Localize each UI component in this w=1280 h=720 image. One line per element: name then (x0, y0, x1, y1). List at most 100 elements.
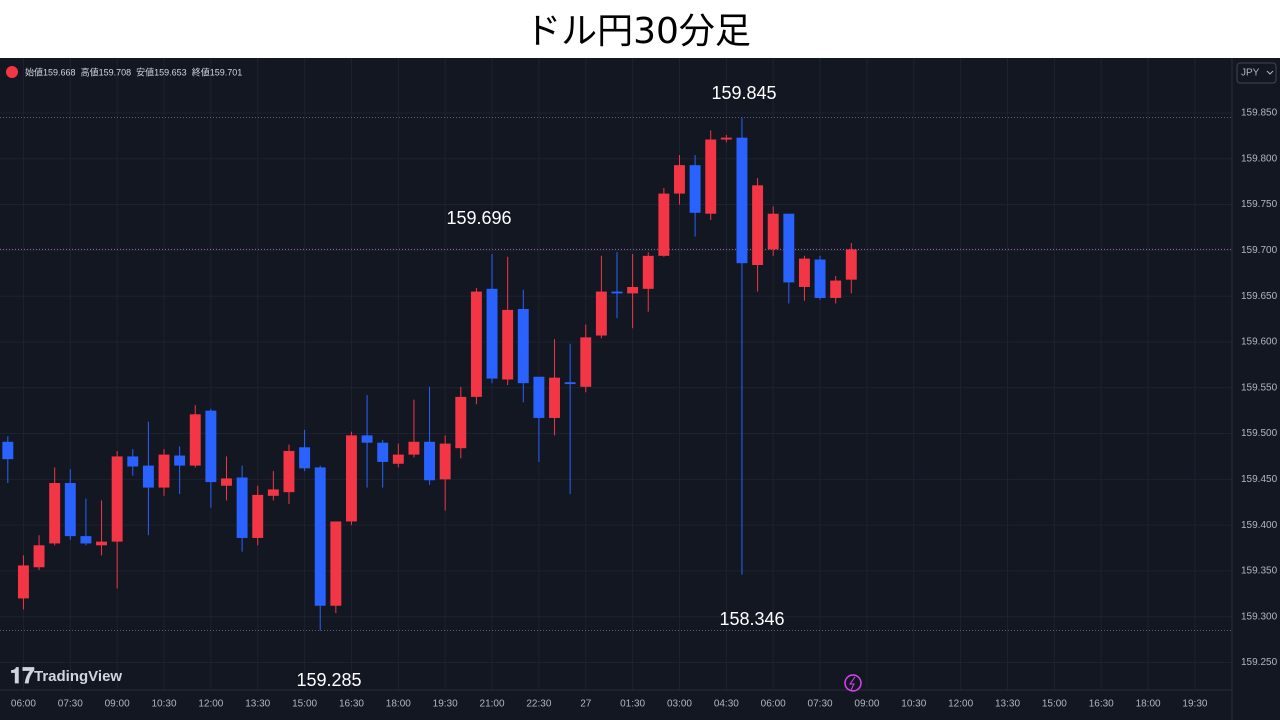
x-tick-label: 21:00 (480, 699, 505, 710)
candle-body (33, 545, 45, 568)
candle-body (49, 482, 61, 544)
candle-body (689, 165, 701, 213)
brand-logo: 𝟏𝟕 (10, 663, 35, 688)
x-tick-label: 07:30 (58, 699, 83, 710)
candle-body (345, 435, 357, 522)
candle-body (720, 137, 732, 140)
candle-body (595, 291, 607, 336)
ohlc-label: 安値 (136, 67, 154, 79)
candle-body (127, 456, 139, 467)
candle-body (2, 441, 14, 460)
x-tick-label: 19:30 (433, 699, 458, 710)
candle-body (408, 441, 420, 455)
x-tick-label: 16:30 (1089, 699, 1114, 710)
candle-body (439, 443, 451, 480)
candle-body (642, 255, 654, 289)
x-tick-label: 10:30 (901, 699, 926, 710)
x-tick-label: 06:00 (761, 699, 786, 710)
alert-bolt (849, 676, 856, 691)
candle-body (767, 213, 779, 250)
symbol-icon[interactable] (6, 66, 18, 78)
y-tick-label: 159.750 (1241, 199, 1278, 210)
candle-body (674, 165, 685, 194)
price-annotation: 159.696 (446, 208, 511, 228)
x-tick-label: 27 (580, 699, 592, 710)
y-tick-label: 159.400 (1241, 520, 1278, 531)
y-tick-label: 159.850 (1241, 108, 1278, 119)
currency-button[interactable] (1236, 62, 1277, 84)
candle-body (455, 396, 467, 449)
ohlc-label: 高値 (81, 67, 99, 79)
candle-body (361, 435, 373, 443)
x-tick-label: 15:00 (292, 699, 317, 710)
candle-body (96, 541, 107, 546)
x-tick-label: 12:00 (198, 699, 223, 710)
candle-body (330, 521, 342, 606)
price-annotation: 158.346 (719, 609, 784, 629)
candle-body (64, 482, 76, 537)
candle-body (174, 455, 186, 466)
candle-body (267, 489, 279, 496)
candle-body (111, 456, 123, 542)
candle-body (830, 280, 842, 298)
x-tick-label: 12:00 (948, 699, 973, 710)
candle-body (205, 410, 217, 483)
candle-body (470, 291, 482, 397)
x-tick-label: 06:00 (11, 699, 36, 710)
x-tick-label: 13:30 (995, 699, 1020, 710)
y-tick-label: 159.650 (1241, 291, 1278, 302)
x-tick-label: 16:30 (339, 699, 364, 710)
candle-body (580, 337, 592, 387)
brand-name: TradingView (34, 668, 122, 685)
title-band (0, 0, 1280, 58)
candle-body (80, 536, 92, 544)
candle-body (236, 477, 248, 538)
x-tick-label: 18:00 (1136, 699, 1161, 710)
ohlc-label: 終値 (192, 67, 210, 79)
x-tick-label: 09:00 (105, 699, 130, 710)
chart-bg (0, 58, 1280, 720)
y-tick-label: 159.300 (1241, 611, 1278, 622)
price-annotation: 159.285 (296, 670, 361, 690)
x-tick-label: 03:00 (667, 699, 692, 710)
plot (0, 58, 1232, 690)
candle-body (221, 478, 232, 486)
candle-body (158, 454, 170, 488)
candle-body (736, 137, 748, 264)
candle-body (142, 465, 154, 488)
ohlc-value: 159.668 (43, 67, 76, 77)
x-tick-label: 01:30 (620, 699, 645, 710)
ohlc-value: 159.708 (99, 67, 132, 77)
candle-body (564, 382, 576, 385)
x-tick-label: 15:00 (1042, 699, 1067, 710)
price-annotation: 159.845 (711, 83, 776, 103)
y-tick-label: 159.600 (1241, 337, 1278, 348)
y-tick-label: 159.800 (1241, 153, 1278, 164)
candle-body (611, 291, 623, 294)
y-tick-label: 159.700 (1241, 245, 1278, 256)
x-tick-label: 07:30 (808, 699, 833, 710)
candle-body (517, 308, 529, 384)
candle-body (627, 286, 639, 294)
candle-body (752, 185, 764, 266)
candle-body (424, 441, 436, 481)
candle-body (549, 377, 560, 418)
candle-body (845, 249, 857, 280)
candle-body (299, 447, 311, 469)
alert-icon[interactable] (844, 674, 862, 692)
candle-body (314, 467, 326, 606)
ohlc-label: 始値 (25, 67, 43, 79)
x-tick-label: 19:30 (1182, 699, 1207, 710)
x-tick-label: 22:30 (526, 699, 551, 710)
x-tick-label: 04:30 (714, 699, 739, 710)
x-tick-label: 18:00 (386, 699, 411, 710)
candle-body (252, 494, 264, 538)
dropdown-caret (1266, 70, 1274, 75)
candle-body (798, 258, 810, 287)
candle-body (658, 193, 670, 256)
candle-body (189, 414, 201, 466)
candle-body (705, 139, 717, 214)
candle-body (502, 309, 514, 380)
currency-label: JPY (1241, 68, 1260, 79)
